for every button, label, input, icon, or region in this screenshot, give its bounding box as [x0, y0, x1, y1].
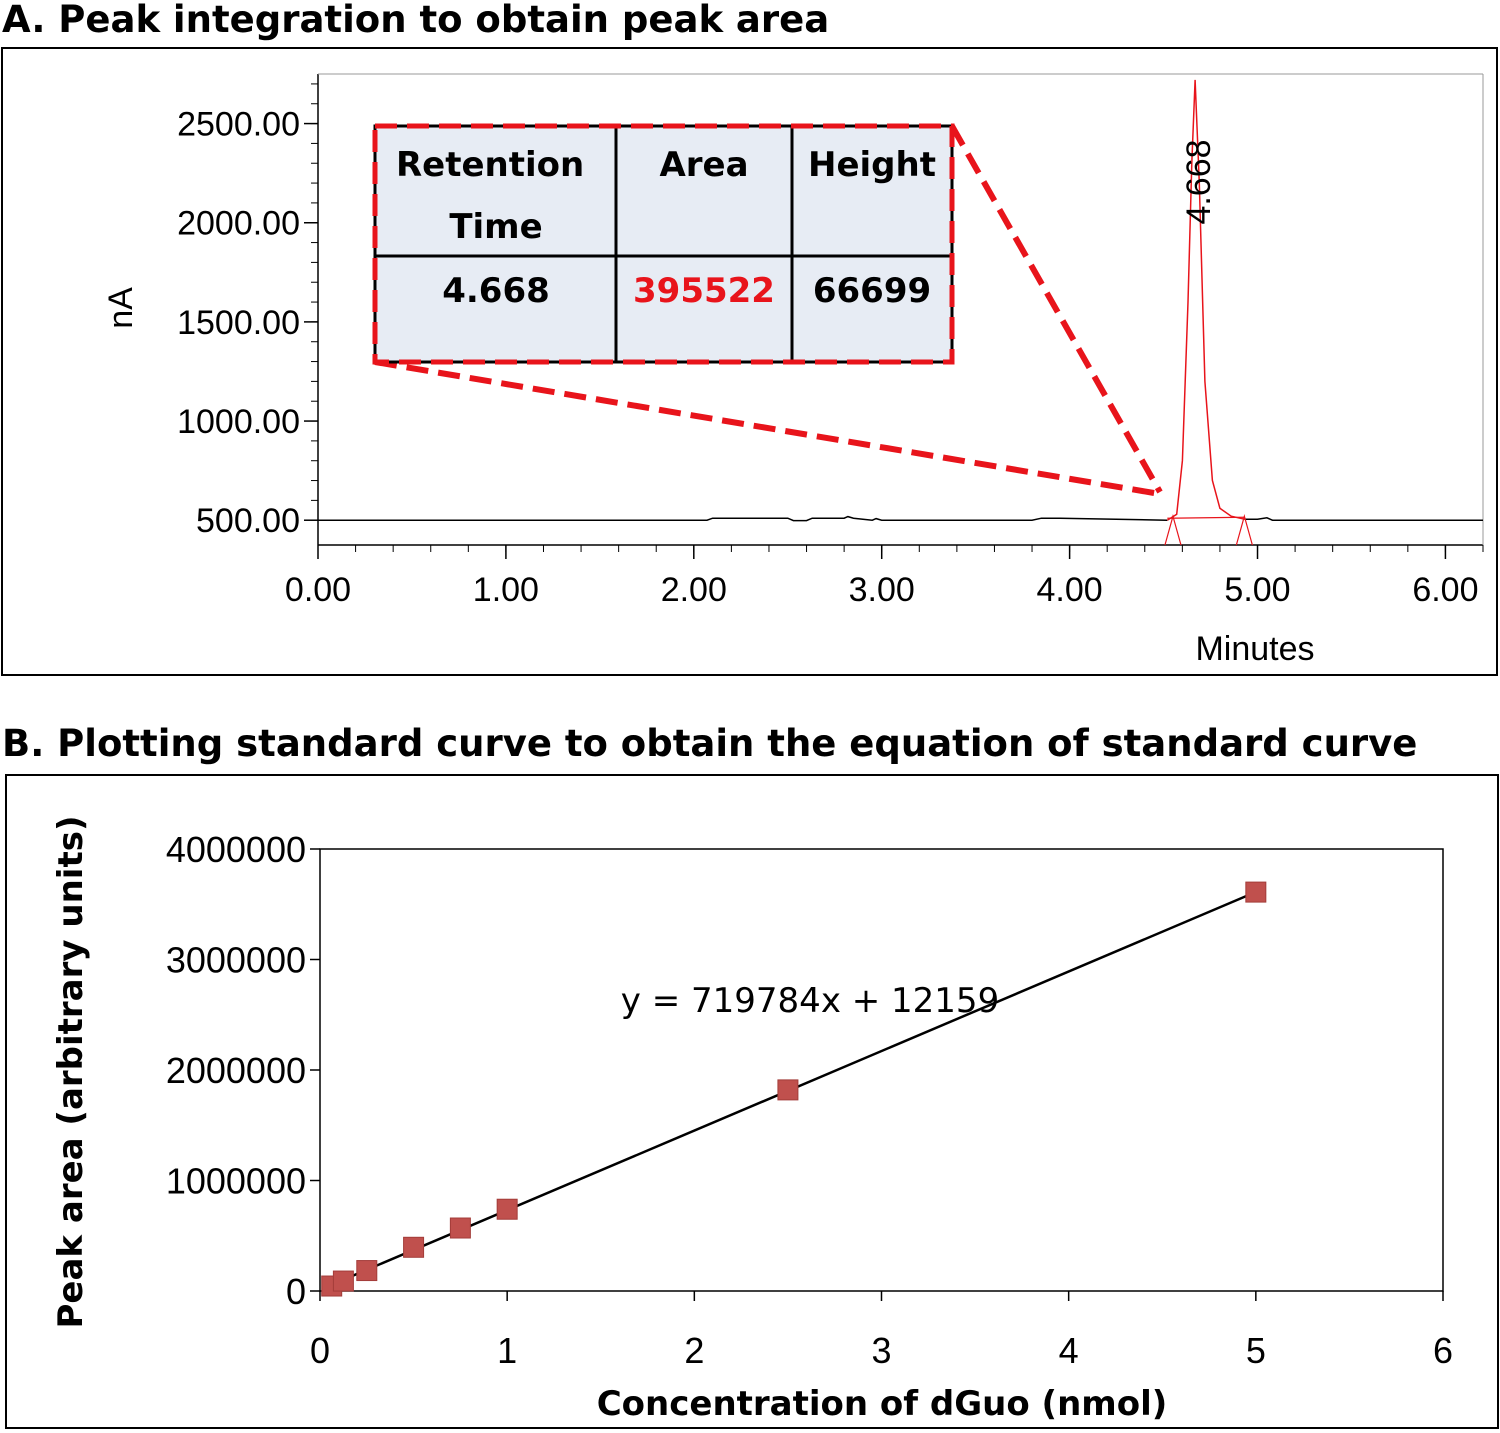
panel-a-title: A. Peak integration to obtain peak area: [2, 0, 830, 41]
peak-retention-label: 4.668: [1180, 139, 1218, 224]
table-header-retention-line2: Time: [449, 207, 542, 247]
callout-line-bottom: [374, 359, 1161, 497]
chromatogram-peak-trace: [1166, 79, 1245, 521]
table-header-retention-time: Retention Time: [396, 145, 596, 247]
table-header-height: Height: [808, 145, 936, 185]
chromatogram-x-tick-label: 4.00: [1037, 571, 1103, 609]
chromatogram-chart: 0.00 1.00 2.00 3.00 4.00 5.00 6.00 500.00 1000.0…: [102, 73, 1484, 668]
chromatogram-y-tick-label: 2500.00: [177, 106, 300, 144]
chromatogram-x-tick-label: 5.00: [1224, 571, 1290, 609]
peak-integration-marker: [1164, 513, 1182, 546]
chromatogram-x-tick-label: 6.00: [1412, 571, 1478, 609]
peak-table: Retention Time Area Height 4.668 395522 …: [372, 123, 955, 365]
callout-line-top: [949, 124, 1163, 494]
table-cell-height: 66699: [813, 271, 931, 311]
table-header-area: Area: [659, 145, 748, 185]
table-cell-retention-time: 4.668: [442, 271, 550, 311]
chromatogram-y-axis-title: nA: [102, 287, 140, 329]
panel-b-title: B. Plotting standard curve to obtain the…: [2, 722, 1418, 765]
chromatogram-x-tick-label: 3.00: [849, 571, 915, 609]
chromatogram-baseline-trace-right: [1244, 517, 1483, 521]
table-header-retention-line1: Retention: [396, 145, 584, 185]
peak-integration-baseline: [1167, 516, 1245, 519]
chromatogram-x-tick-label: 2.00: [661, 571, 727, 609]
chromatogram-y-tick-label: 500.00: [196, 502, 300, 540]
chromatogram-x-tick-label: 1.00: [473, 571, 539, 609]
chromatogram-baseline-trace: [318, 515, 1168, 522]
chromatogram-y-tick-label: 1500.00: [177, 304, 300, 342]
chromatogram-x-axis-title: Minutes: [1195, 630, 1314, 668]
chromatogram-y-tick-label: 2000.00: [177, 205, 300, 243]
chromatogram-y-tick-label: 1000.00: [177, 403, 300, 441]
panel-b-frame: [5, 774, 1499, 1429]
peak-integration-marker: [1235, 513, 1253, 546]
table-cell-area: 395522: [633, 271, 775, 311]
chromatogram-x-tick-label: 0.00: [285, 571, 351, 609]
peak-table-callout-border: [372, 123, 955, 365]
